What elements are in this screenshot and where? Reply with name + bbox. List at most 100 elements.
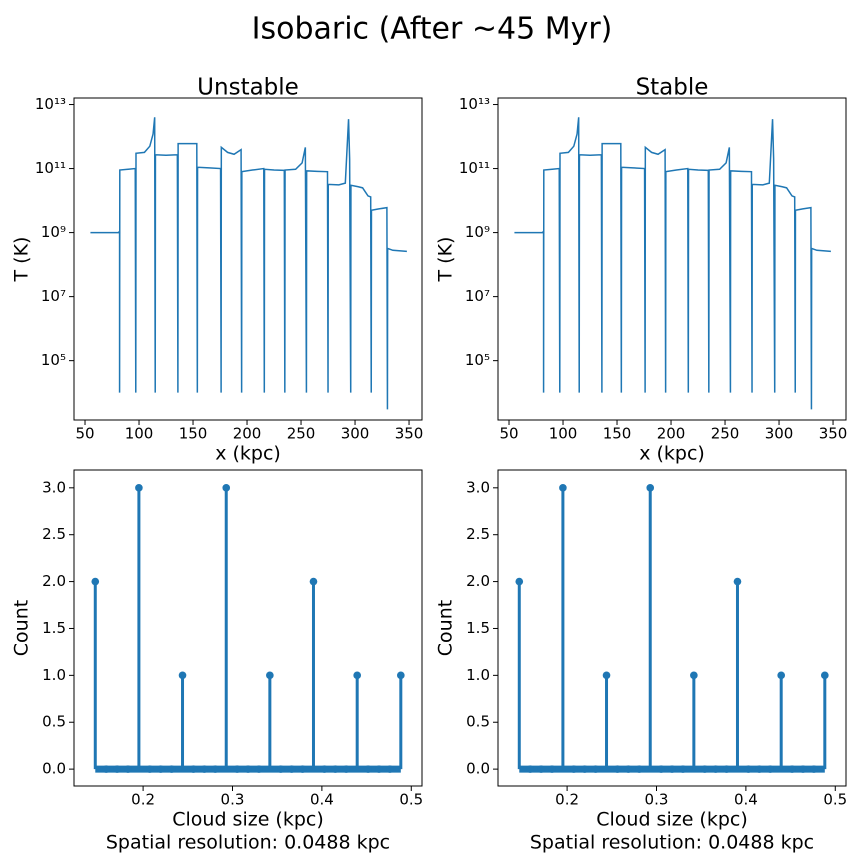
stem-marker: [211, 765, 220, 773]
stem-marker: [200, 765, 209, 773]
x-tick-label: 50: [499, 425, 518, 443]
y-tick-label: 1.0: [42, 666, 66, 684]
x-axis-label: x (kpc): [639, 443, 705, 465]
x-tick-label: 300: [341, 425, 370, 443]
stem-marker: [515, 577, 524, 586]
stem-marker: [397, 671, 405, 680]
stem-marker: [266, 671, 274, 680]
stem-marker: [537, 765, 545, 773]
y-tick-label: 0.5: [42, 713, 66, 731]
y-tick-label: 2.0: [42, 572, 66, 590]
y-axis-label: T (K): [11, 237, 33, 283]
x-tick-label: 0.2: [555, 791, 579, 809]
stem-marker: [788, 765, 796, 773]
y-tick-label: 10⁷: [41, 287, 66, 305]
y-tick-label: 10¹³: [35, 95, 66, 113]
data-line: [514, 117, 831, 410]
stem-marker: [526, 765, 534, 773]
axes-frame: [73, 97, 423, 421]
y-tick-label: 1.0: [466, 666, 490, 684]
x-tick-label: 0.3: [221, 791, 245, 809]
stem-marker: [711, 765, 720, 773]
y-tick-label: 0.0: [42, 760, 66, 778]
stem-marker: [591, 765, 600, 773]
stem-marker: [690, 671, 698, 680]
x-tick-label: 100: [549, 425, 578, 443]
x-tick-label: 0.5: [823, 791, 847, 809]
x-tick-label: 0.4: [310, 791, 334, 809]
y-tick-label: 10⁹: [41, 223, 66, 241]
y-tick-label: 10⁵: [41, 351, 66, 369]
stem-marker: [255, 765, 263, 773]
stem-marker: [102, 765, 110, 773]
stem-marker: [657, 765, 665, 773]
x-tick-label: 200: [657, 425, 686, 443]
axes-frame: [73, 469, 423, 787]
stem-marker: [222, 484, 231, 492]
y-tick-label: 0.5: [466, 713, 490, 731]
stem-marker: [309, 577, 318, 586]
x-tick-label: 300: [765, 425, 794, 443]
stem-marker: [580, 765, 589, 773]
stem-marker: [189, 765, 198, 773]
stem-marker: [386, 765, 394, 773]
x-tick-label: 350: [395, 425, 424, 443]
y-tick-label: 2.0: [466, 572, 490, 590]
stem-marker: [766, 765, 774, 773]
data-line: [90, 117, 407, 410]
stem-marker: [298, 765, 307, 773]
x-axis-label: Cloud size (kpc): [596, 809, 748, 831]
stem-marker: [287, 765, 296, 773]
y-tick-label: 10⁵: [465, 351, 490, 369]
stem-marker: [156, 765, 165, 773]
x-tick-label: 350: [819, 425, 848, 443]
y-tick-label: 1.5: [42, 619, 66, 637]
y-tick-label: 10⁹: [465, 223, 490, 241]
stem-marker: [679, 765, 687, 773]
stem-marker: [178, 671, 187, 680]
y-tick-label: 10⁷: [465, 287, 490, 305]
stem-marker: [548, 765, 556, 773]
stem-marker: [602, 671, 611, 680]
stem-marker: [570, 765, 578, 773]
x-tick-label: 0.2: [131, 791, 155, 809]
x-axis-label: Cloud size (kpc): [172, 809, 324, 831]
stem-marker: [113, 765, 121, 773]
stem-marker: [755, 765, 764, 773]
axes-frame: [497, 469, 847, 787]
x-tick-label: 250: [287, 425, 316, 443]
x-tick-label: 150: [603, 425, 632, 443]
x-tick-label: 150: [179, 425, 208, 443]
stem-marker: [733, 577, 742, 586]
x-axis-note: Spatial resolution: 0.0488 kpc: [530, 832, 814, 854]
stem-marker: [233, 765, 241, 773]
x-tick-label: 100: [125, 425, 154, 443]
stem-marker: [613, 765, 622, 773]
x-axis-label: x (kpc): [215, 443, 281, 465]
stem-marker: [364, 765, 372, 773]
y-tick-label: 10¹¹: [459, 159, 490, 177]
stem-marker: [244, 765, 252, 773]
panel-title: Stable: [636, 75, 709, 101]
y-tick-label: 10¹³: [459, 95, 490, 113]
x-tick-label: 0.3: [645, 791, 669, 809]
stem-marker: [276, 765, 285, 773]
stem-marker: [821, 671, 829, 680]
y-axis-label: Count: [435, 600, 457, 656]
stem-marker: [559, 484, 567, 492]
stem-marker: [777, 671, 785, 680]
y-axis-label: Count: [11, 600, 33, 656]
stem-marker: [810, 765, 818, 773]
y-tick-label: 1.5: [466, 619, 490, 637]
stem-marker: [635, 765, 644, 773]
stem-marker: [135, 484, 143, 492]
stem-marker: [124, 765, 132, 773]
stem-marker: [320, 765, 329, 773]
panel-title: Unstable: [197, 75, 299, 101]
stem-marker: [646, 484, 655, 492]
x-tick-label: 200: [233, 425, 262, 443]
stem-marker: [146, 765, 154, 773]
stem-marker: [700, 765, 709, 773]
stem-marker: [375, 765, 383, 773]
